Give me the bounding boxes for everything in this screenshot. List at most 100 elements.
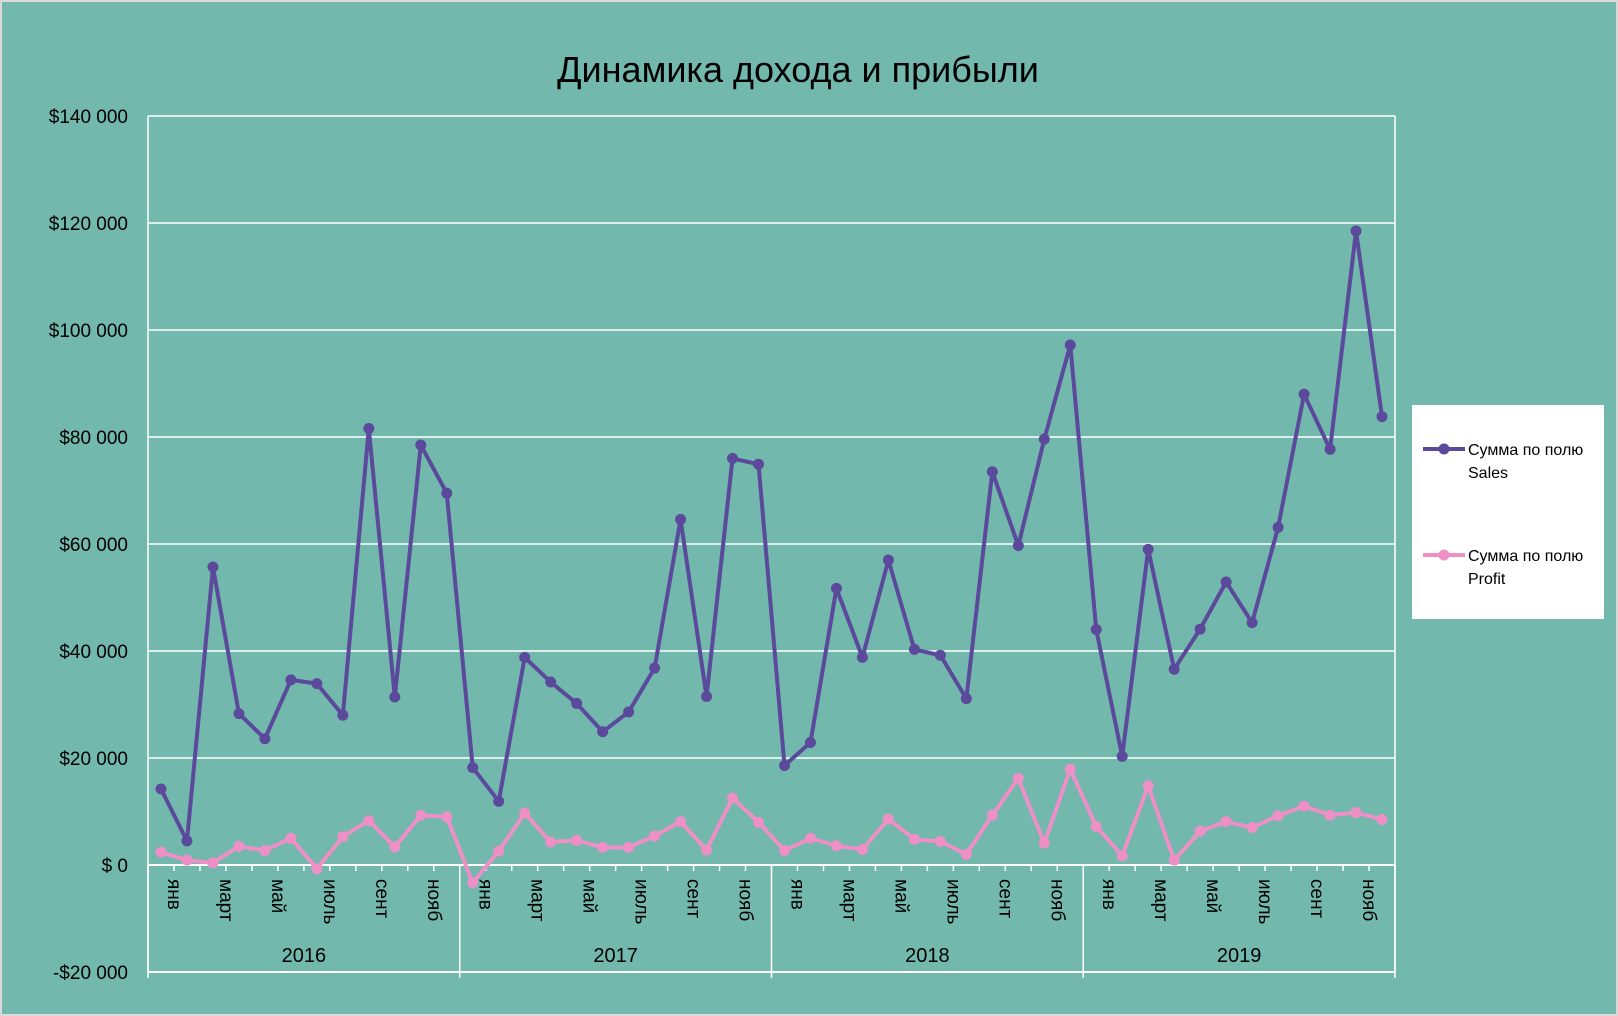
profit-point xyxy=(753,816,765,828)
x-axis: янв март май июль сент нояб янв март май июль сент… xyxy=(147,864,1396,978)
profit-point xyxy=(571,834,583,846)
profit-point xyxy=(649,830,661,842)
sales-point xyxy=(753,458,765,470)
profit-point xyxy=(804,832,816,844)
sales-point xyxy=(1246,617,1258,629)
profit-point xyxy=(1220,816,1232,828)
sales-point xyxy=(1220,576,1232,588)
profit-point xyxy=(441,811,453,823)
gridlines xyxy=(147,115,1396,973)
sales-point xyxy=(1324,443,1336,455)
sales-point xyxy=(1038,433,1050,445)
legend-marker-swatch xyxy=(1438,549,1450,561)
profit-point xyxy=(1012,772,1024,784)
x-tick-label-month: март xyxy=(838,879,859,922)
x-tick-label-month: март xyxy=(215,879,236,922)
x-tick-label-month: март xyxy=(1150,879,1171,922)
sales-point xyxy=(1350,225,1362,237)
sales-point xyxy=(1168,663,1180,675)
profit-point xyxy=(1038,837,1050,849)
sales-point xyxy=(181,835,193,847)
sales-point xyxy=(311,678,323,690)
legend-item-profit: Сумма по полю Profit xyxy=(1423,548,1583,588)
sales-point xyxy=(545,676,557,688)
legend-item-sales: Сумма по полю Sales xyxy=(1423,442,1583,482)
profit-point xyxy=(233,840,245,852)
sales-point xyxy=(856,651,868,663)
y-tick-label: $60 000 xyxy=(59,535,128,556)
profit-point xyxy=(1272,810,1284,822)
sales-point xyxy=(207,561,219,573)
profit-point xyxy=(856,843,868,855)
sales-point xyxy=(337,709,349,721)
profit-point xyxy=(1298,800,1310,812)
sales-point xyxy=(1012,540,1024,552)
x-tick-label-month: янв xyxy=(1098,879,1119,910)
x-tick-label-month: сент xyxy=(683,879,704,919)
profit-point xyxy=(934,835,946,847)
sales-point xyxy=(986,466,998,478)
profit-point xyxy=(467,877,479,889)
profit-point xyxy=(1142,780,1154,792)
legend: Сумма по полю Sales Сумма по полю Profit xyxy=(1412,405,1604,619)
profit-point xyxy=(259,845,271,857)
x-tick-label-month: май xyxy=(267,879,288,913)
x-tick-label-month: июль xyxy=(319,879,340,925)
profit-point xyxy=(1116,850,1128,862)
x-tick-label-month: нояб xyxy=(735,879,756,921)
sales-point xyxy=(649,662,661,674)
legend-label-line2: Sales xyxy=(1468,465,1508,482)
sales-point xyxy=(1090,624,1102,636)
sales-point xyxy=(519,651,531,663)
sales-point xyxy=(701,690,713,702)
profit-point xyxy=(1194,825,1206,837)
profit-point xyxy=(363,815,375,827)
sales-point xyxy=(597,726,609,738)
sales-point xyxy=(934,649,946,661)
profit-point xyxy=(285,832,297,844)
profit-point xyxy=(1064,763,1076,775)
profit-point xyxy=(1246,822,1258,834)
x-tick-label-month: нояб xyxy=(1358,879,1379,921)
profit-point xyxy=(207,857,219,869)
sales-point xyxy=(675,513,687,525)
sales-point xyxy=(830,582,842,594)
x-tick-label-month: май xyxy=(890,879,911,913)
sales-point xyxy=(259,733,271,745)
legend-label-line1: Сумма по полю xyxy=(1468,548,1583,565)
profit-point xyxy=(155,846,167,858)
profit-point xyxy=(415,809,427,821)
chart-title: Динамика дохода и прибыли xyxy=(557,49,1039,90)
x-tick-label-year: 2017 xyxy=(593,945,638,967)
sales-line xyxy=(158,229,1385,843)
sales-point xyxy=(908,643,920,655)
profit-point xyxy=(337,831,349,843)
sales-point xyxy=(415,439,427,451)
sales-point xyxy=(804,736,816,748)
profit-point xyxy=(778,845,790,857)
sales-point xyxy=(363,422,375,434)
x-tick-label-month: нояб xyxy=(423,879,444,921)
y-tick-label: $20 000 xyxy=(59,749,128,770)
x-tick-label-month: июль xyxy=(942,879,963,925)
sales-point xyxy=(623,706,635,718)
sales-point xyxy=(467,762,479,774)
y-tick-label: -$20 000 xyxy=(53,963,128,984)
x-tick-label-month: март xyxy=(527,879,548,922)
sales-point xyxy=(285,674,297,686)
sales-point xyxy=(233,708,245,720)
y-tick-label: $120 000 xyxy=(49,214,128,235)
x-tick-label-month: янв xyxy=(475,879,496,910)
x-tick-label-month: июль xyxy=(631,879,652,925)
x-tick-label-year: 2016 xyxy=(282,945,327,967)
y-axis-tick-labels: -$20 000 $ 0 $20 000 $40 000 $60 000 $80 000 $… xyxy=(49,107,128,984)
y-tick-label: $80 000 xyxy=(59,428,128,449)
x-tick-label-month: май xyxy=(579,879,600,913)
sales-point xyxy=(493,795,505,807)
profit-point xyxy=(727,792,739,804)
sales-point xyxy=(960,693,972,705)
sales-point xyxy=(1298,388,1310,400)
